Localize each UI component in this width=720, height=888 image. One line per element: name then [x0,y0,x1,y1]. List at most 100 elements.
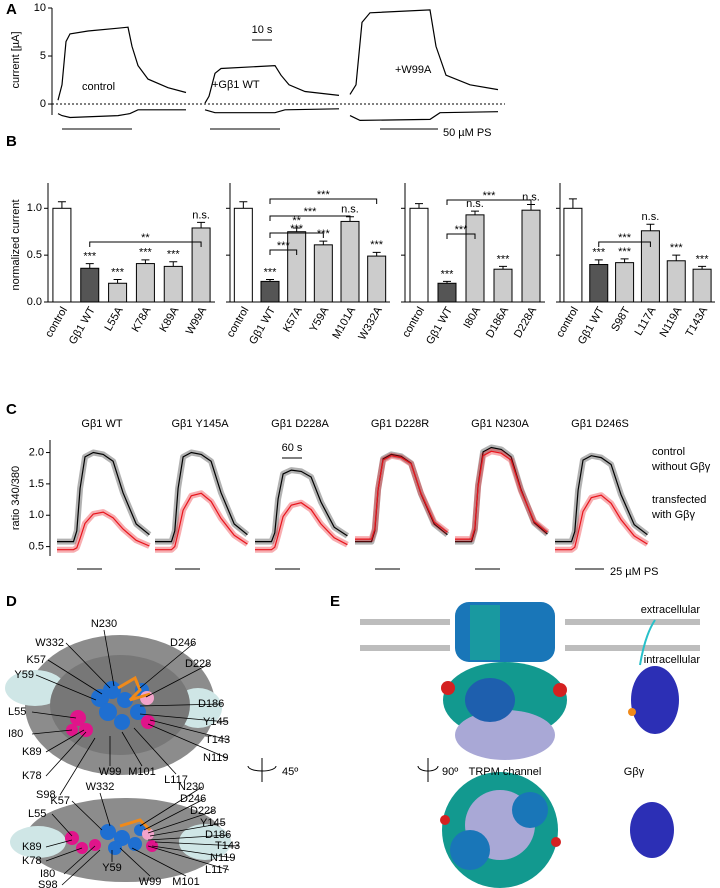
error-bar [499,265,507,270]
significance: n.s. [341,204,359,216]
ratio-trace [355,453,448,543]
current-trace [349,9,499,95]
residue-label: K57 [26,654,46,666]
channel-top [512,792,548,828]
bracket [269,215,351,221]
error-bar [372,251,381,257]
scale-bar-label: 60 s [282,442,303,454]
residue-label: W332 [86,781,115,793]
x-tick-label: Gβ1 WT [247,305,278,347]
bracket-label: *** [483,190,497,202]
significance: *** [592,247,606,259]
residue-label: N119 [210,852,235,864]
leader-line [143,798,205,831]
significance: *** [167,249,181,261]
channel-label: TRPM channel [469,766,542,778]
sem-band [57,449,152,545]
significance: *** [618,246,632,258]
residue-label: W332 [35,637,64,649]
panel-label: D [6,593,17,610]
y-tick-label: 1.5 [29,478,44,490]
helix [553,683,567,697]
bar [437,282,457,303]
y-tick-label: 2.0 [29,446,44,458]
significance: *** [111,266,125,278]
gbg [631,666,679,734]
residue-label: K78 [22,770,42,782]
bar [367,255,387,303]
leader-line [119,847,151,877]
x-tick-label: D186A [484,304,512,340]
residue-label: Y145 [203,716,229,728]
current-trace [349,111,499,122]
significance: *** [83,250,97,262]
x-tick-label: control [400,305,427,340]
trpm-top [440,772,561,888]
leader-line [71,800,103,831]
legend-label: without Gβγ [651,461,711,473]
significance: n.s. [466,198,484,210]
error-bar [292,227,301,232]
ratio-trace [355,455,448,540]
leader-line [149,822,225,837]
scale-bar-label: 10 s [252,24,273,36]
blue-residues [91,681,149,730]
leader-line [149,719,230,741]
leader-line [147,723,228,759]
rotation-label: 45º [282,766,298,778]
leader-line [147,810,215,834]
helix [441,681,455,695]
x-tick-label: S98T [609,305,633,334]
y-tick-label: 1.0 [29,509,44,521]
bracket [598,241,651,247]
leader-line [65,642,111,689]
significance: *** [370,239,384,251]
trace-label: +W99A [395,64,432,76]
residue-label: K78 [22,855,42,867]
residue-label: I80 [40,868,55,880]
gbg-peptide [628,708,636,716]
residue-label: I80 [8,728,23,740]
leader-line [154,841,240,847]
error-bar [113,279,122,284]
leader-line [139,786,203,827]
legend-label: with Gβγ [651,509,696,521]
ratio-trace [255,502,348,551]
leader-line [61,849,101,886]
current-trace [57,26,187,101]
y-tick-label: 1.0 [27,202,42,214]
leader-line [145,663,210,698]
sem-band [355,451,450,545]
leader-line [139,713,228,723]
bracket-label: *** [304,206,318,218]
peptide [117,675,151,702]
residue-label: N230 [178,781,204,793]
residue-label: M101 [172,876,200,888]
residue-label: N119 [203,752,228,764]
residue-label: T143 [215,840,240,852]
x-tick-label: control [554,305,581,340]
ratio-trace [255,469,348,543]
panel-title: Gβ1 D228A [271,418,329,430]
bracket-label: *** [290,223,304,235]
bar [666,260,686,303]
leader-line [147,834,230,841]
error-bar [527,204,535,211]
trace-label: +Gβ1 WT [212,79,260,91]
bar [615,262,635,303]
error-bar [57,201,66,209]
leader-line [131,847,187,877]
x-tick-label: W99A [184,304,210,337]
bar [108,282,128,303]
bar [521,209,541,303]
error-bar [594,259,603,265]
peptide [119,818,152,832]
leader-line [45,839,73,848]
gbg-label: Gβγ [624,766,645,778]
error-bar [620,258,629,263]
leader-line [59,737,96,796]
error-bar [646,223,655,231]
bracket-label: *** [277,240,291,252]
significance: *** [441,268,455,280]
error-bar [169,261,178,267]
